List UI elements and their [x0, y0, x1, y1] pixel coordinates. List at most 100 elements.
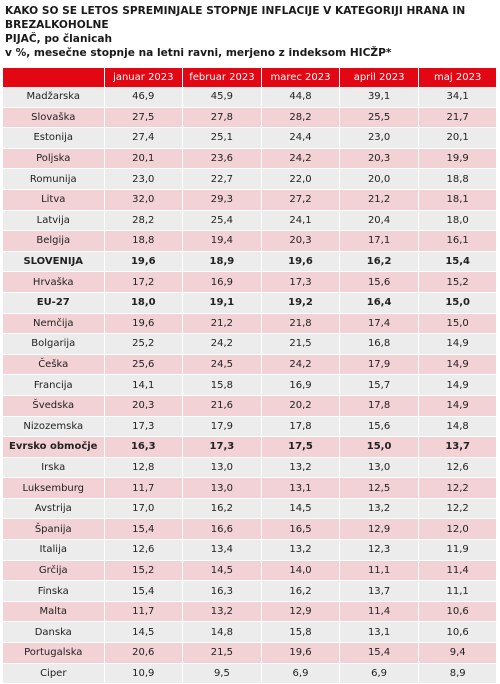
country-name-cell: Poljska [3, 148, 105, 170]
country-name-cell: Nizozemska [3, 416, 105, 438]
country-name-cell: SLOVENIJA [3, 251, 105, 273]
value-cell: 20,3 [339, 148, 419, 170]
table-row: Češka 25,6 24,5 24,2 17,9 14,9 [3, 354, 498, 376]
value-cell: 17,1 [339, 230, 419, 252]
value-cell: 21,2 [339, 189, 419, 211]
value-cell: 28,2 [104, 210, 184, 232]
value-cell: 11,1 [339, 560, 419, 582]
table-row: Poljska 20,1 23,6 24,2 20,3 19,9 [3, 148, 498, 170]
value-cell: 20,0 [339, 168, 419, 190]
value-cell: 21,5 [261, 333, 341, 355]
value-cell: 20,4 [339, 210, 419, 232]
country-name-cell: Nemčija [3, 313, 105, 335]
value-cell: 23,6 [182, 148, 262, 170]
value-cell: 19,6 [104, 313, 184, 335]
header-cell: marec 2023 [261, 68, 341, 87]
table-row: Portugalska 20,6 21,5 19,6 15,4 9,4 [3, 642, 498, 664]
header-cell [3, 68, 105, 87]
value-cell: 21,8 [261, 313, 341, 335]
value-cell: 19,1 [182, 292, 262, 314]
value-cell: 20,3 [261, 230, 341, 252]
chart-title: KAKO SO SE LETOS SPREMINJALE STOPNJE INF… [5, 5, 466, 31]
value-cell: 12,5 [339, 477, 419, 499]
value-cell: 20,1 [104, 148, 184, 170]
table-row: Nemčija 19,6 21,2 21,8 17,4 15,0 [3, 313, 498, 335]
value-cell: 13,2 [261, 539, 341, 561]
value-cell: 15,4 [339, 642, 419, 664]
value-cell: 19,9 [418, 148, 498, 170]
value-cell: 25,6 [104, 354, 184, 376]
country-name-cell: Španija [3, 518, 105, 541]
value-cell: 18,0 [418, 210, 498, 232]
value-cell: 18,8 [418, 168, 498, 190]
value-cell: 12,6 [418, 457, 498, 479]
value-cell: 27,2 [261, 189, 341, 211]
value-cell: 17,2 [104, 271, 184, 293]
chart-subtitle: v %, mesečne stopnje na letni ravni, mer… [5, 47, 392, 59]
value-cell: 15,2 [418, 271, 498, 293]
value-cell: 15,6 [339, 416, 419, 438]
value-cell: 25,4 [182, 210, 262, 232]
value-cell: 11,4 [418, 560, 498, 582]
value-cell: 15,8 [182, 374, 262, 396]
table-row: EU-27 18,0 19,1 19,2 16,4 15,0 [3, 292, 498, 314]
value-cell: 11,7 [104, 601, 184, 623]
value-cell: 23,0 [339, 127, 419, 149]
country-name-cell: Estonija [3, 127, 105, 149]
value-cell: 17,3 [261, 271, 341, 293]
value-cell: 19,6 [104, 251, 184, 273]
value-cell: 6,9 [339, 663, 419, 684]
country-name-cell: Grčija [3, 560, 105, 582]
value-cell: 25,2 [104, 333, 184, 355]
value-cell: 21,6 [182, 395, 262, 417]
country-name-cell: Finska [3, 580, 105, 602]
value-cell: 14,8 [182, 621, 262, 644]
value-cell: 27,4 [104, 127, 184, 149]
table-row: Grčija 15,2 14,5 14,0 11,1 11,4 [3, 560, 498, 582]
inflation-table: januar 2023 februar 2023 marec 2023 apri… [3, 68, 498, 684]
value-cell: 17,4 [339, 313, 419, 335]
country-name-cell: Latvija [3, 210, 105, 232]
value-cell: 34,1 [418, 87, 498, 108]
country-name-cell: Belgija [3, 230, 105, 252]
value-cell: 11,1 [418, 580, 498, 602]
value-cell: 16,5 [261, 518, 341, 541]
value-cell: 39,1 [339, 87, 419, 108]
value-cell: 14,9 [418, 333, 498, 355]
value-cell: 14,9 [418, 374, 498, 396]
value-cell: 8,9 [418, 663, 498, 684]
table-row: Madžarska 46,9 45,9 44,8 39,1 34,1 [3, 87, 498, 108]
value-cell: 13,0 [339, 457, 419, 479]
value-cell: 16,9 [261, 374, 341, 396]
value-cell: 11,9 [418, 539, 498, 561]
country-name-cell: Madžarska [3, 87, 105, 108]
table-row: Malta 11,7 13,2 12,9 11,4 10,6 [3, 601, 498, 623]
value-cell: 14,5 [182, 560, 262, 582]
value-cell: 16,2 [261, 580, 341, 602]
value-cell: 24,2 [261, 354, 341, 376]
value-cell: 13,1 [339, 621, 419, 644]
value-cell: 14,8 [418, 416, 498, 438]
value-cell: 23,0 [104, 168, 184, 190]
value-cell: 15,4 [104, 580, 184, 602]
value-cell: 12,8 [104, 457, 184, 479]
value-cell: 10,9 [104, 663, 184, 684]
value-cell: 13,0 [182, 457, 262, 479]
country-name-cell: Češka [3, 354, 105, 376]
value-cell: 18,9 [182, 251, 262, 273]
value-cell: 15,8 [261, 621, 341, 644]
country-name-cell: Irska [3, 457, 105, 479]
country-name-cell: Evrsko območje [3, 436, 105, 458]
value-cell: 17,0 [104, 498, 184, 520]
value-cell: 12,2 [418, 477, 498, 499]
value-cell: 13,7 [418, 436, 498, 458]
header-cell: april 2023 [339, 68, 419, 87]
value-cell: 12,9 [339, 518, 419, 541]
table-row: Slovaška 27,5 27,8 28,2 25,5 21,7 [3, 107, 498, 129]
table-row: Avstrija 17,0 16,2 14,5 13,2 12,2 [3, 498, 498, 520]
value-cell: 15,0 [418, 292, 498, 314]
table-row: Bolgarija 25,2 24,2 21,5 16,8 14,9 [3, 333, 498, 355]
country-name-cell: Malta [3, 601, 105, 623]
value-cell: 14,0 [261, 560, 341, 582]
country-name-cell: Italija [3, 539, 105, 561]
